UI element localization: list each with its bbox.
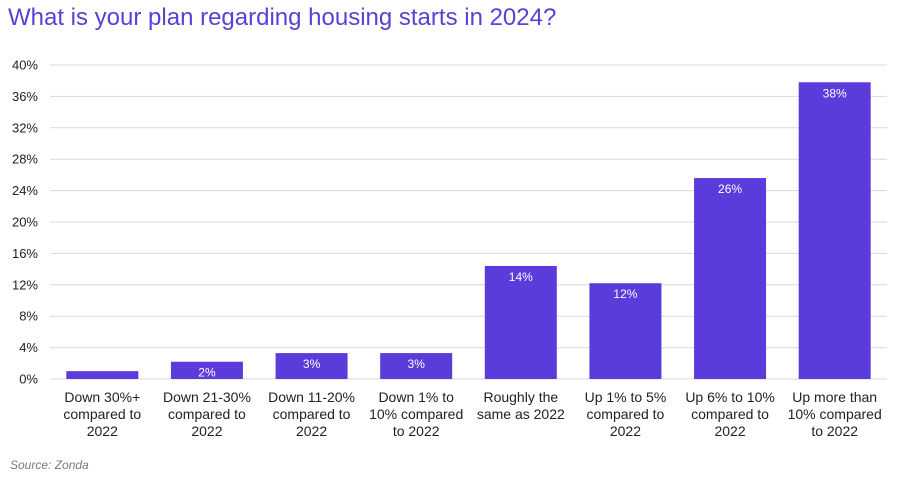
data-labels: 2% 3% 3% 14% 12% 26% 38% (198, 86, 847, 379)
bar (170, 361, 243, 379)
chart-title: What is your plan regarding housing star… (8, 4, 557, 31)
bar (589, 283, 662, 379)
category-label: Up more than 10% compared to 2022 (788, 389, 882, 439)
y-tick-label: 28% (12, 152, 38, 167)
y-tick-label: 0% (19, 372, 38, 387)
data-label: 3% (303, 357, 321, 371)
x-axis-categories: Down 30%+ compared to 2022 Down 21-30% compa… (63, 389, 881, 439)
y-tick-label: 4% (19, 340, 38, 355)
bar (66, 371, 139, 379)
data-label: 2% (198, 366, 216, 380)
category-label: Down 11-20% compared to 2022 (268, 389, 355, 439)
category-label: Roughly the same as 2022 (477, 389, 565, 422)
gridlines (50, 64, 887, 380)
bar (380, 353, 453, 379)
y-tick-label: 16% (12, 246, 38, 261)
category-label: Down 30%+ compared to 2022 (63, 389, 141, 439)
bar (694, 178, 767, 379)
y-tick-label: 24% (12, 183, 38, 198)
y-tick-label: 8% (19, 309, 38, 324)
data-label: 3% (408, 357, 426, 371)
bar (275, 353, 348, 379)
category-label: Down 1% to 10% compared to 2022 (369, 389, 463, 439)
y-tick-label: 36% (12, 89, 38, 104)
bars (66, 82, 871, 380)
y-tick-label: 40% (12, 58, 38, 73)
data-label: 26% (718, 182, 742, 196)
source-note: Source: Zonda (10, 458, 89, 472)
data-label: 14% (509, 270, 533, 284)
data-label: 38% (823, 86, 847, 100)
bar (484, 265, 557, 379)
y-tick-label: 20% (12, 215, 38, 230)
category-label: Up 6% to 10% compared to 2022 (685, 389, 775, 439)
data-label: 12% (613, 287, 637, 301)
y-axis-ticks: 0% 4% 8% 12% 16% 20% 24% 28% 32% 36% 40% (12, 58, 38, 387)
bar (798, 82, 871, 380)
category-label: Down 21-30% compared to 2022 (163, 389, 251, 439)
y-tick-label: 12% (12, 277, 38, 292)
category-label: Up 1% to 5% compared to 2022 (585, 389, 667, 439)
y-tick-label: 32% (12, 120, 38, 135)
